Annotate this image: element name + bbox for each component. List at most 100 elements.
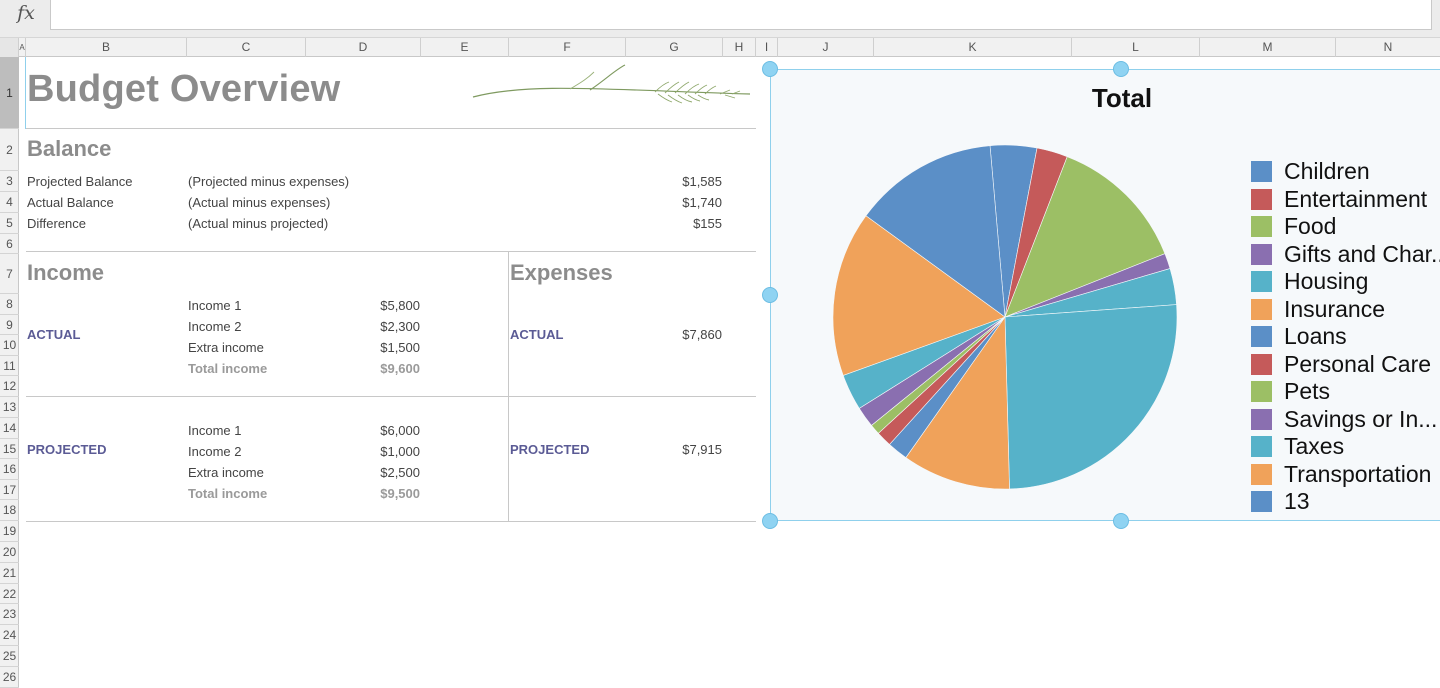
balance-label: Actual Balance [27, 195, 114, 210]
row-header[interactable]: 13 [0, 397, 19, 418]
row-header[interactable]: 17 [0, 480, 19, 500]
fx-icon[interactable]: fx [17, 2, 35, 24]
row-header[interactable]: 2 [0, 129, 19, 171]
pie-slice-13[interactable] [865, 145, 1006, 318]
legend-label: Personal Care [1284, 350, 1432, 377]
row-header[interactable]: 1 [0, 57, 19, 129]
income-projected-label: PROJECTED [27, 442, 107, 457]
income-item-value: $2,500 [380, 465, 420, 480]
column-header-g[interactable]: G [626, 38, 723, 57]
balance-note: (Projected minus expenses) [188, 174, 350, 189]
balance-note: (Actual minus expenses) [188, 195, 331, 210]
formula-input[interactable] [50, 0, 1432, 30]
balance-value: $155 [693, 216, 722, 231]
income-item-value: $5,800 [380, 298, 420, 313]
legend-swatch [1251, 243, 1272, 265]
column-header-e[interactable]: E [421, 38, 509, 57]
column-header-k[interactable]: K [874, 38, 1072, 57]
row-header[interactable]: 19 [0, 521, 19, 542]
pie-chart[interactable]: Total Children Entertainment Food Gifts and… [770, 69, 1440, 521]
row-header[interactable]: 7 [0, 254, 19, 294]
balance-value: $1,740 [682, 195, 722, 210]
income-item-name: Income 1 [188, 298, 242, 313]
legend-swatch [1251, 161, 1272, 182]
column-header-n[interactable]: N [1383, 40, 1393, 54]
legend-swatch [1251, 188, 1272, 210]
legend-swatch [1251, 463, 1272, 485]
legend-label: Transportation [1284, 460, 1432, 487]
row-header[interactable]: 23 [0, 604, 19, 625]
legend-swatch [1251, 491, 1272, 512]
column-header-j[interactable]: J [778, 38, 874, 57]
select-all-corner[interactable] [0, 38, 19, 57]
legend-label: Housing [1284, 268, 1369, 294]
resize-handle-bottom[interactable] [1113, 513, 1129, 529]
column-header-d[interactable]: D [306, 38, 421, 57]
income-item-value: $1,000 [380, 444, 420, 459]
column-header-m[interactable]: M [1200, 38, 1336, 57]
column-header-l[interactable]: L [1072, 38, 1200, 57]
income-item-name: Income 2 [188, 444, 242, 459]
income-total-value: $9,500 [380, 486, 420, 501]
divider [508, 252, 509, 522]
pie-slice-food[interactable] [1004, 156, 1166, 318]
row-header[interactable]: 8 [0, 294, 19, 315]
row-header[interactable]: 3 [0, 171, 19, 192]
column-header-a[interactable]: A [19, 38, 26, 57]
row-header[interactable]: 26 [0, 667, 19, 688]
legend-label: Insurance [1284, 295, 1386, 322]
row-header[interactable]: 20 [0, 542, 19, 563]
row-header[interactable]: 10 [0, 335, 19, 356]
resize-handle-top[interactable] [1113, 61, 1129, 77]
column-header-h[interactable]: H [723, 38, 756, 57]
balance-note: (Actual minus projected) [188, 216, 329, 231]
income-item-value: $1,500 [380, 340, 420, 355]
legend-label: 13 [1284, 488, 1310, 514]
resize-handle-bottom-left[interactable] [762, 513, 778, 529]
row-header[interactable]: 5 [0, 213, 19, 234]
row-header[interactable]: 9 [0, 315, 19, 335]
column-header-bar: A B C D E F G H I J K L M N [0, 38, 1440, 57]
column-header-c[interactable]: C [187, 38, 306, 57]
divider [26, 251, 756, 252]
expenses-projected-label: PROJECTED [510, 442, 590, 457]
row-header[interactable]: 12 [0, 376, 19, 397]
resize-handle-top-left[interactable] [762, 61, 778, 77]
resize-handle-left[interactable] [762, 287, 778, 303]
expenses-projected-value: $7,915 [682, 442, 722, 457]
column-header-f[interactable]: F [509, 38, 626, 57]
income-actual-label: ACTUAL [27, 327, 81, 342]
row-header[interactable]: 14 [0, 418, 19, 439]
income-item-name: Income 2 [188, 319, 242, 334]
legend-swatch [1251, 436, 1272, 457]
legend-swatch [1251, 298, 1272, 320]
pie-slice-transportation[interactable] [832, 215, 1006, 376]
pie-slice-housing[interactable] [1004, 304, 1178, 490]
row-header[interactable]: 21 [0, 563, 19, 584]
column-header-i[interactable]: I [756, 38, 778, 57]
divider [26, 396, 756, 397]
income-total-label: Total income [188, 361, 268, 376]
legend-swatch [1251, 381, 1272, 402]
row-header[interactable]: 16 [0, 459, 19, 480]
legend-swatch [1251, 216, 1272, 237]
column-header-b[interactable]: B [26, 38, 187, 57]
formula-bar: fx [0, 0, 1440, 38]
row-header[interactable]: 6 [0, 234, 19, 254]
income-item-value: $2,300 [380, 319, 420, 334]
row-header-bar: 1 2 3 4 5 6 7 8 9 10 11 12 13 14 15 16 1… [0, 57, 19, 688]
legend-swatch [1251, 326, 1272, 347]
pie-slice-insurance[interactable] [905, 316, 1010, 490]
legend-label: Children [1284, 158, 1370, 184]
row-header[interactable]: 18 [0, 500, 19, 521]
row-header[interactable]: 25 [0, 646, 19, 667]
expenses-actual-label: ACTUAL [510, 327, 564, 342]
row-header[interactable]: 22 [0, 584, 19, 604]
row-header[interactable]: 4 [0, 192, 19, 213]
expenses-actual-value: $7,860 [682, 327, 722, 342]
income-item-value: $6,000 [380, 423, 420, 438]
row-header[interactable]: 24 [0, 625, 19, 646]
chart-title: Total [1091, 83, 1153, 113]
row-header[interactable]: 11 [0, 356, 19, 376]
row-header[interactable]: 15 [0, 439, 19, 459]
